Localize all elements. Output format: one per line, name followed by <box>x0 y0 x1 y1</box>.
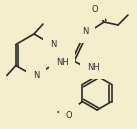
Text: N: N <box>82 27 88 37</box>
Text: N: N <box>33 71 39 80</box>
Text: NH: NH <box>56 58 68 67</box>
Text: NH: NH <box>87 63 99 72</box>
Text: O: O <box>66 111 73 120</box>
Text: O: O <box>92 5 98 14</box>
Text: N: N <box>50 40 56 49</box>
